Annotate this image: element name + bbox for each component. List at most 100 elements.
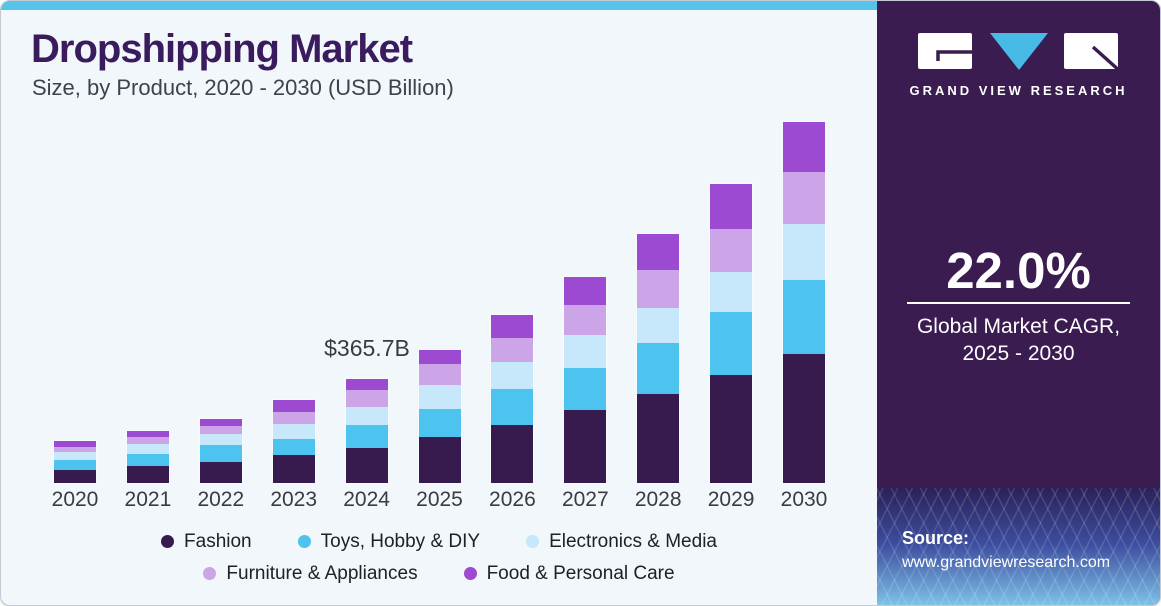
bar-segment-2030 — [783, 280, 825, 355]
bar-segment-2022 — [199, 419, 242, 427]
legend-item: Food & Personal Care — [463, 563, 675, 585]
bar-segment-2023 — [272, 438, 315, 455]
legend-label: Furniture & Appliances — [226, 562, 418, 584]
legend: Fashion Toys, Hobby & DIY Electronics & Me… — [1, 528, 877, 592]
x-tick-2023: 2023 — [270, 488, 318, 511]
bar-segment-2029 — [710, 311, 753, 376]
x-tick-2028: 2028 — [634, 488, 682, 511]
cagr-label-line1: Global Market CAGR, — [916, 315, 1121, 338]
bar-segment-2024 — [345, 378, 388, 391]
bar-segment-2028 — [637, 234, 680, 271]
x-tick-2027: 2027 — [561, 488, 609, 511]
x-tick-2024: 2024 — [343, 488, 390, 511]
bar-segment-2030 — [783, 172, 825, 225]
x-tick-2025: 2025 — [416, 488, 463, 511]
legend-item: Furniture & Appliances — [203, 562, 418, 585]
bar-segment-2020 — [54, 460, 96, 471]
legend-item: Electronics & Media — [526, 531, 717, 553]
legend-swatch-icon — [297, 535, 311, 548]
bar-segment-2024 — [345, 407, 388, 426]
legend-item: Fashion — [161, 531, 252, 553]
gvr-logo — [918, 33, 1123, 74]
x-tick-2022: 2022 — [197, 488, 245, 511]
bar-2025 — [417, 349, 462, 484]
cagr-label: Global Market CAGR, 2025 - 2030 — [877, 313, 1160, 367]
legend-swatch-icon — [203, 567, 217, 580]
bar-2027 — [563, 275, 608, 484]
bar-2026 — [490, 314, 535, 484]
bar-segment-2022 — [199, 426, 242, 434]
bar-segment-2029 — [710, 375, 753, 483]
bar-segment-2021 — [126, 431, 169, 438]
bar-segment-2028 — [637, 270, 680, 308]
annotation-2024-total: $365.7B — [324, 335, 410, 361]
chart-subtitle: Size, by Product, 2020 - 2030 (USD Billi… — [32, 75, 454, 100]
bar-segment-2021 — [126, 453, 169, 466]
brand-panel: GRAND VIEW RESEARCH 22.0% Global Market … — [877, 1, 1160, 605]
bar-segment-2020 — [54, 470, 96, 483]
logo-v-glyph — [990, 33, 1048, 70]
x-tick-2021: 2021 — [124, 488, 172, 511]
bar-segment-2023 — [272, 412, 315, 424]
bar-segment-2028 — [637, 307, 680, 344]
bar-segment-2025 — [418, 436, 461, 483]
bar-segment-2029 — [710, 271, 753, 312]
legend-swatch-icon — [526, 535, 540, 548]
bar-segment-2022 — [199, 445, 242, 462]
bar-segment-2022 — [199, 461, 242, 483]
bar-segment-2021 — [126, 443, 169, 454]
bar-segment-2021 — [126, 466, 169, 483]
bar-segment-2030 — [783, 224, 825, 281]
legend-row: Fashion Toys, Hobby & DIY Electronics & Me… — [1, 528, 877, 555]
bar-segment-2025 — [418, 350, 461, 365]
legend-swatch-icon — [463, 567, 477, 580]
bar-segment-2027 — [564, 409, 607, 483]
bar-segment-2025 — [418, 364, 461, 386]
bar-segment-2027 — [564, 335, 607, 369]
cagr-value: 22.0% — [946, 242, 1091, 299]
bar-segment-2024 — [345, 390, 388, 408]
legend-swatch-icon — [161, 535, 175, 548]
logo-g-glyph — [918, 33, 972, 69]
bar-segment-2029 — [710, 183, 753, 230]
bar-segment-2027 — [564, 276, 607, 306]
bar-2023 — [271, 398, 316, 484]
bar-segment-2030 — [783, 122, 825, 173]
stacked-bar-chart: $365.7B 2020 2021 2022 2023 2024 2025 2026 2027… — [1, 1, 877, 605]
source-label: Source: — [902, 528, 970, 548]
bar-segment-2026 — [491, 338, 534, 362]
logo-r-glyph — [1064, 33, 1123, 74]
bar-segment-2020 — [54, 446, 96, 452]
bar-2028 — [636, 233, 681, 484]
bar-segment-2020 — [54, 441, 96, 447]
chart-title: Dropshipping Market — [31, 27, 413, 71]
bar-segment-2027 — [564, 305, 607, 336]
bar-segment-2022 — [199, 433, 242, 446]
bar-segment-2028 — [637, 343, 680, 394]
bar-segment-2020 — [54, 451, 96, 461]
legend-row: Furniture & Appliances Food & Personal Ca… — [1, 560, 877, 587]
bar-segment-2029 — [710, 229, 753, 272]
bar-segment-2025 — [418, 409, 461, 437]
bar-segment-2023 — [272, 399, 315, 413]
bar-2021 — [125, 430, 170, 484]
bar-segment-2023 — [272, 454, 315, 483]
bar-segment-2024 — [345, 448, 388, 483]
x-tick-2020: 2020 — [51, 488, 99, 511]
bar-segment-2023 — [272, 423, 315, 439]
bar-2030 — [782, 121, 826, 484]
top-accent-strip — [1, 1, 877, 10]
bar-2024 — [344, 377, 389, 484]
bar-segment-2026 — [491, 388, 534, 425]
legend-label: Fashion — [184, 530, 252, 552]
legend-label: Electronics & Media — [549, 530, 717, 552]
bar-2020 — [53, 440, 97, 484]
bar-2029 — [709, 182, 754, 484]
cagr-divider — [907, 302, 1130, 304]
x-tick-2026: 2026 — [489, 488, 536, 511]
x-tick-2029: 2029 — [707, 488, 755, 511]
bar-2022 — [198, 418, 243, 484]
source-box: Source: www.grandviewresearch.com — [877, 488, 1160, 605]
bar-segment-2026 — [491, 315, 534, 339]
